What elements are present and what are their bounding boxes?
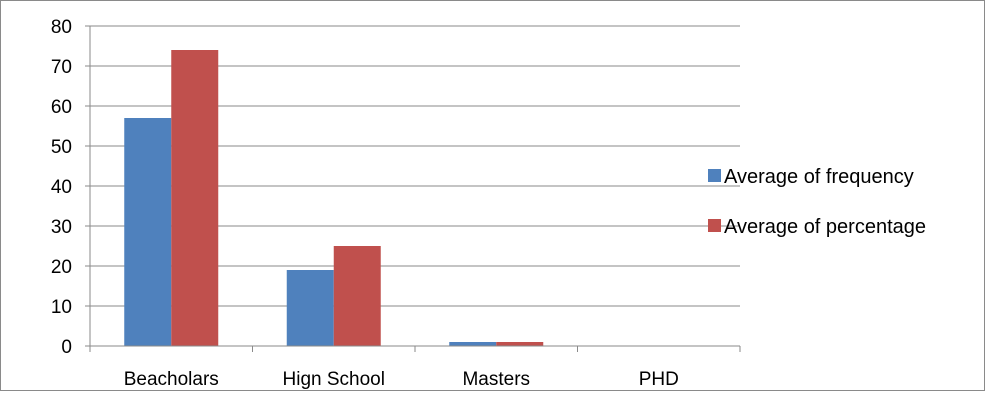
x-category-label: Hign School — [283, 369, 385, 390]
bar-percentage — [333, 246, 381, 346]
bar-percentage — [496, 342, 544, 346]
legend: Average of frequency Average of percentag… — [708, 166, 926, 238]
bars — [124, 50, 544, 346]
bar-percentage — [171, 50, 219, 346]
y-tick-label: 50 — [51, 137, 72, 158]
y-tick-label: 10 — [51, 297, 72, 318]
y-tick-label: 60 — [51, 97, 72, 118]
bar-frequency — [449, 342, 497, 346]
x-axis-labels: Beacholars Hign School Masters PHD — [124, 369, 679, 390]
y-tick-label: 30 — [51, 217, 72, 238]
y-tick-label: 0 — [61, 337, 72, 358]
bar-frequency — [286, 270, 334, 346]
x-category-label: Beacholars — [124, 369, 219, 390]
y-tick-label: 70 — [51, 57, 72, 78]
axes — [89, 26, 741, 352]
y-tick-label: 40 — [51, 177, 72, 198]
legend-label: Average of frequency — [724, 166, 914, 188]
bar-frequency — [124, 118, 172, 346]
legend-label: Average of percentage — [724, 216, 926, 238]
legend-swatch — [708, 169, 721, 182]
y-axis-ticks: 0 10 20 30 40 50 60 70 80 — [51, 17, 90, 358]
legend-swatch — [708, 219, 721, 232]
y-tick-label: 20 — [51, 257, 72, 278]
x-category-label: PHD — [639, 369, 679, 390]
x-category-label: Masters — [462, 369, 530, 390]
y-tick-label: 80 — [51, 17, 72, 38]
